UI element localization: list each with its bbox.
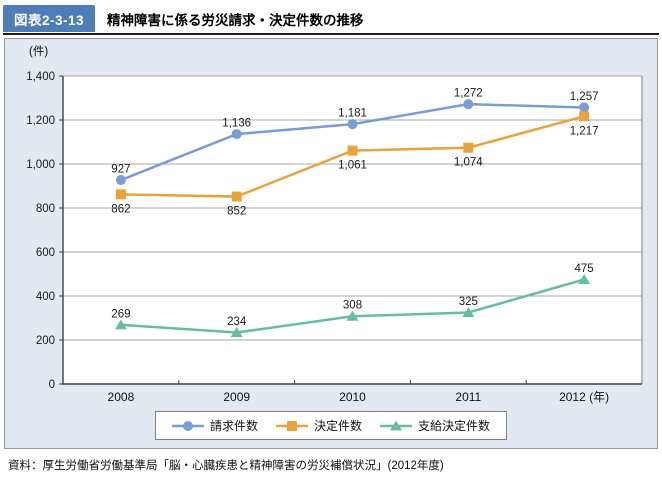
svg-text:862: 862 (111, 203, 130, 215)
series-請求件数 (115, 99, 590, 186)
svg-text:600: 600 (36, 247, 55, 259)
legend-label: 請求件数 (209, 419, 258, 433)
svg-text:1,272: 1,272 (454, 88, 483, 100)
svg-text:1,217: 1,217 (570, 125, 599, 137)
svg-text:1,136: 1,136 (222, 118, 251, 130)
figure-title: 精神障害に係る労災請求・決定件数の推移 (107, 12, 364, 28)
svg-text:1,200: 1,200 (26, 115, 55, 127)
svg-text:1,000: 1,000 (26, 159, 55, 171)
chart-legend: 請求件数 決定件数 支給決定件数 (154, 411, 508, 440)
svg-text:308: 308 (343, 300, 362, 312)
svg-text:852: 852 (227, 206, 246, 218)
figure-header: 図表2-3-13 精神障害に係る労災請求・決定件数の推移 (3, 5, 659, 35)
source-note: 資料：厚生労働省労働基準局「脳・心臓疾患と精神障害の労災補償状況」(2012年度… (8, 460, 444, 472)
series-支給決定件数 (114, 274, 591, 338)
svg-text:1,074: 1,074 (454, 157, 483, 169)
svg-text:2009: 2009 (223, 390, 250, 404)
legend-label: 支給決定件数 (418, 419, 491, 433)
legend-marker-triangle-icon (380, 420, 413, 430)
legend-marker-square-icon (275, 420, 308, 431)
series-labels-請求件数: 927 1,136 1,181 1,272 1,257 (111, 88, 598, 176)
svg-text:400: 400 (36, 291, 55, 303)
svg-text:0: 0 (49, 379, 55, 391)
series-labels-支給決定件数: 269 234 308 325 475 (111, 263, 593, 328)
x-axis-labels: 2008 2009 2010 2011 2012 (年) (108, 390, 610, 404)
y-axis-labels: 0 200 400 600 800 1,000 1,200 1,400 (26, 71, 55, 391)
series-決定件数 (115, 111, 590, 202)
svg-text:1,400: 1,400 (26, 71, 55, 83)
svg-text:2010: 2010 (339, 390, 366, 404)
svg-text:1,181: 1,181 (338, 108, 367, 120)
svg-text:1,257: 1,257 (570, 91, 599, 103)
legend-item-3: 支給決定件数 (380, 417, 490, 434)
x-axis-ticks (178, 380, 527, 384)
legend-label: 決定件数 (313, 419, 363, 433)
svg-text:2008: 2008 (108, 390, 135, 404)
svg-text:475: 475 (575, 263, 594, 275)
svg-text:200: 200 (36, 335, 55, 347)
legend-marker-circle-icon (171, 420, 204, 431)
svg-text:234: 234 (227, 316, 247, 328)
legend-item-2: 決定件数 (275, 417, 363, 434)
svg-text:2011: 2011 (455, 390, 481, 404)
figure-number-tag: 図表2-3-13 (3, 5, 96, 32)
legend-item-1: 請求件数 (171, 417, 258, 434)
svg-text:800: 800 (36, 203, 55, 215)
chart-panel: 0 200 400 600 800 1,000 1,200 1,400 (件) 2008 2009 2… (4, 38, 658, 449)
series-labels-決定件数: 862 852 1,061 1,074 1,217 (111, 125, 598, 217)
svg-text:2012 (年): 2012 (年) (559, 390, 609, 404)
figure-page: { "header": { "tag": "図表2-3-13", "tag_bg… (0, 5, 662, 484)
y-axis-unit-label: (件) (29, 44, 48, 58)
svg-text:269: 269 (111, 308, 130, 320)
svg-text:927: 927 (111, 164, 130, 176)
svg-text:1,061: 1,061 (338, 160, 367, 172)
svg-text:325: 325 (459, 296, 478, 308)
